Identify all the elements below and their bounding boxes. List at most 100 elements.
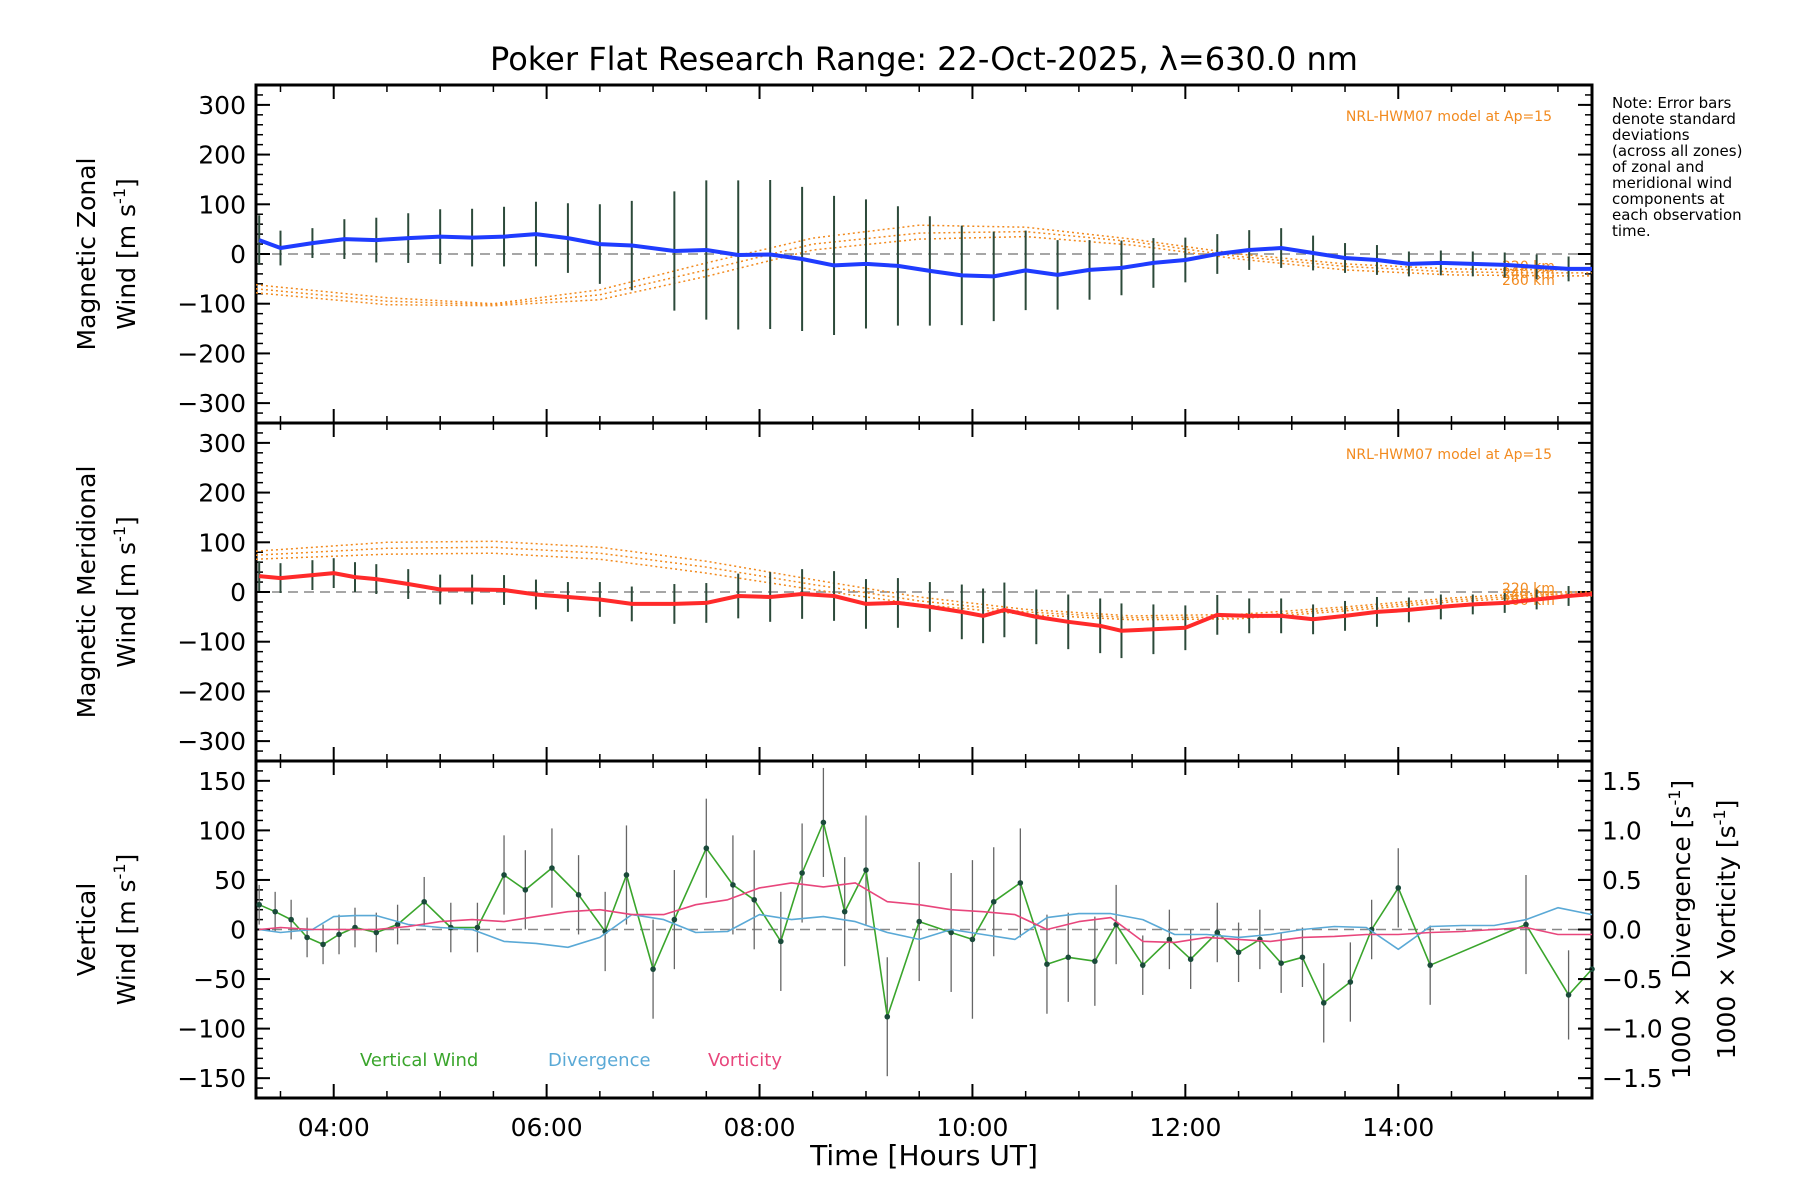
y-tick-label: 200 [198,141,246,170]
y2-tick-label: 0.5 [1602,866,1642,895]
y2-tick-label: −0.5 [1602,965,1663,994]
note-line: Note: Error bars [1612,94,1732,112]
data-point [575,892,582,898]
divergence-axis-bracket: ] [1667,780,1696,790]
data-point [1299,954,1306,961]
y-axis-title-bracket: ] [112,178,141,188]
x-tick-label: 06:00 [511,1113,583,1142]
y-tick-label: −100 [177,290,246,319]
data-point [751,896,758,903]
y-tick-label: −50 [193,965,246,994]
data-point [336,931,342,938]
y-axis-title-superscript: -1 [110,526,129,542]
model-height-label: 240 km [1502,266,1555,282]
model-curve-260-km [255,235,1592,307]
data-point [650,966,656,972]
model-curve-220-km [255,224,1592,305]
data-point [1427,962,1433,968]
model-height-label: 260 km [1502,273,1555,289]
data-point [474,924,481,931]
y-axis-title-line2: Wind [m s-1] [110,516,141,668]
y-tick-label: 100 [198,190,246,219]
note-line: deviations [1612,126,1690,144]
note-line: (across all zones) [1612,142,1742,160]
data-point [1139,962,1146,968]
y-tick-label: 0 [230,916,246,945]
y-axis-title-bracket: ] [112,854,141,864]
data-point [501,872,507,878]
data-point [778,938,784,945]
model-curve-240-km [255,230,1592,306]
series-line-zonal-wind-mean [258,232,1592,279]
model-curve-260-km [255,552,1592,621]
data-point [623,872,630,878]
data-point [549,865,555,871]
y-axis-title-superscript: -1 [110,188,129,204]
data-point [799,870,805,876]
x-tick-label: 12:00 [1149,1113,1221,1142]
model-curve-220-km [255,540,1592,617]
y-axis-title-line1: Magnetic Meridional [72,466,101,719]
y-axis-title-text: Wind [m s [112,204,141,330]
legend-entry-divergence: Divergence [548,1050,651,1071]
y-tick-label: −150 [177,1064,246,1093]
y2-tick-label: −1.5 [1602,1064,1663,1093]
y2-tick-label: 1.0 [1602,816,1642,845]
y-tick-label: 300 [198,429,246,458]
y-axis-title-line2: Wind [m s-1] [110,854,141,1006]
y-tick-label: −200 [177,677,246,706]
note-line: meridional wind [1612,174,1732,192]
note-line: denote standard [1612,110,1736,128]
y-tick-label: 200 [198,479,246,508]
chart-title: Poker Flat Research Range: 22-Oct-2025, … [490,40,1358,78]
data-point [990,898,997,905]
data-point [884,1013,891,1020]
x-tick-label: 10:00 [936,1113,1008,1142]
y-axis-title-line1: Vertical [72,883,101,977]
y2-tick-label: 1.5 [1602,767,1642,796]
x-tick-label: 08:00 [724,1113,796,1142]
x-tick-label: 14:00 [1362,1113,1434,1142]
y-axis-title-text: Wind [m s [112,879,141,1005]
data-point [272,908,278,915]
divergence-axis-title: 1000 × Divergence [s-1] [1665,780,1696,1079]
model-height-label: 220 km [1502,581,1555,597]
y-tick-label: 50 [214,866,246,895]
data-point [1044,961,1050,967]
series-line-meridional-wind-mean [259,571,1593,633]
vorticity-axis-text: 1000 × Vorticity [s [1712,825,1741,1059]
data-point [1214,929,1221,936]
model-curve-240-km [255,546,1592,619]
data-point [373,929,380,936]
y-axis-title-superscript: -1 [110,863,129,879]
data-point [522,887,529,893]
data-point [1092,958,1098,965]
series-line-vorticity [259,882,1592,944]
y-tick-label: −100 [177,628,246,657]
data-point [394,921,401,928]
data-point [730,882,736,888]
y2-tick-label: −1.0 [1602,1015,1663,1044]
legend-entry-vertical-wind: Vertical Wind [360,1050,478,1071]
vorticity-axis-title: 1000 × Vorticity [s-1] [1710,800,1741,1060]
data-point [1065,954,1072,961]
y-tick-label: −200 [177,339,246,368]
data-point [1347,979,1354,985]
data-point [948,929,954,936]
note-line: of zonal and [1612,158,1704,176]
y-tick-label: 100 [198,816,246,845]
data-point [671,916,678,923]
y-tick-label: 0 [230,240,246,269]
y-axis-title-bracket: ] [112,516,141,526]
y-tick-label: −300 [177,727,246,756]
data-point [1565,992,1572,998]
data-point [969,936,976,943]
y-tick-label: 150 [198,767,246,796]
data-point [820,819,827,826]
data-point [1278,960,1284,966]
data-point [320,941,326,948]
